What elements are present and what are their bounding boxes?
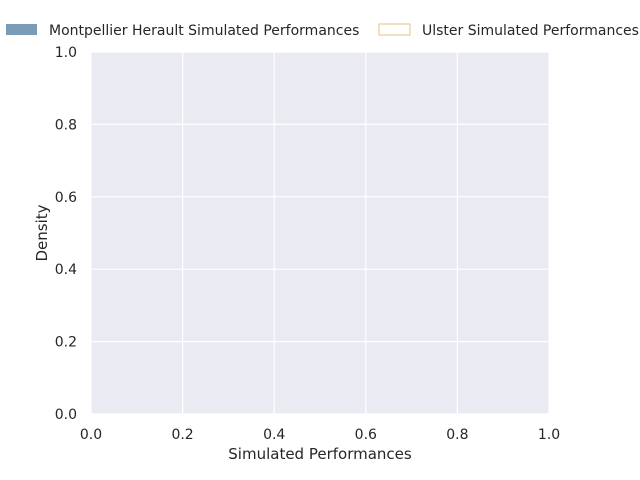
legend-label-montpellier: Montpellier Herault Simulated Performanc… xyxy=(49,23,359,39)
y-tick-label: 0.4 xyxy=(55,262,77,278)
y-tick-label: 0.0 xyxy=(55,407,77,423)
grid xyxy=(90,51,550,415)
y-tick-label: 1.0 xyxy=(55,45,77,61)
x-tick-label: 1.0 xyxy=(538,427,560,443)
y-axis-label: Density xyxy=(33,204,51,261)
x-tick-label: 0.2 xyxy=(171,427,193,443)
plot-area xyxy=(91,52,549,414)
y-tick-label: 0.2 xyxy=(55,335,77,351)
x-axis-label: Simulated Performances xyxy=(228,445,412,463)
legend-swatch-montpellier xyxy=(6,24,37,35)
legend-label-ulster: Ulster Simulated Performances xyxy=(422,23,639,39)
x-tick-label: 0.6 xyxy=(355,427,377,443)
x-tick-label: 0.0 xyxy=(80,427,102,443)
x-tick-label: 0.4 xyxy=(263,427,285,443)
x-axis-ticks: 0.0 0.2 0.4 0.6 0.8 1.0 xyxy=(80,427,560,443)
y-tick-label: 0.8 xyxy=(55,117,77,133)
legend-swatch-ulster xyxy=(378,23,411,36)
legend: Montpellier Herault Simulated Performanc… xyxy=(6,23,639,39)
x-tick-label: 0.8 xyxy=(446,427,468,443)
legend-item-montpellier: Montpellier Herault Simulated Performanc… xyxy=(6,23,359,39)
legend-item-ulster: Ulster Simulated Performances xyxy=(378,23,639,39)
y-axis-ticks: 0.0 0.2 0.4 0.6 0.8 1.0 xyxy=(55,45,77,423)
y-tick-label: 0.6 xyxy=(55,190,77,206)
